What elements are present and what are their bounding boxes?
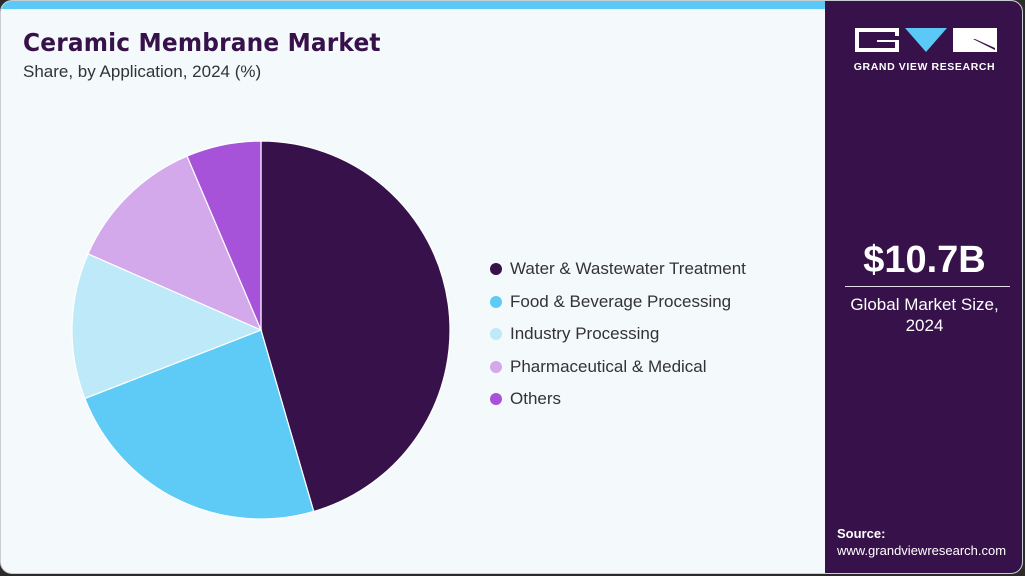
legend-label: Industry Processing bbox=[510, 324, 660, 344]
legend-dot-icon bbox=[490, 360, 502, 373]
legend-label: Others bbox=[510, 389, 562, 409]
pie-chart bbox=[71, 140, 451, 520]
gvr-logo-icon bbox=[855, 28, 997, 52]
legend-label: Water & Wastewater Treatment bbox=[510, 259, 746, 279]
market-size-value: $10.7B bbox=[863, 239, 986, 281]
market-size-label: Global Market Size, 2024 bbox=[825, 294, 1022, 336]
source-link[interactable]: www.grandviewresearch.com bbox=[837, 543, 1007, 558]
legend-label: Pharmaceutical & Medical bbox=[510, 356, 707, 376]
pie-slice bbox=[260, 140, 451, 513]
legend-label: Food & Beverage Processing bbox=[510, 291, 732, 311]
source-title: Source: bbox=[837, 526, 886, 541]
legend-dot-icon bbox=[490, 295, 502, 308]
market-size-label-line2: 2024 bbox=[905, 316, 944, 335]
divider bbox=[845, 286, 1010, 287]
chart-title: Ceramic Membrane Market bbox=[23, 28, 381, 57]
legend-dot-icon bbox=[490, 328, 502, 341]
legend-dot-icon bbox=[490, 393, 502, 406]
brand-name: GRAND VIEW RESEARCH bbox=[853, 61, 996, 73]
pie-slice bbox=[87, 155, 263, 332]
pie-slice bbox=[84, 329, 315, 520]
pie-slice bbox=[186, 140, 262, 331]
market-size-label-line1: Global Market Size, bbox=[850, 295, 999, 314]
chart-subtitle: Share, by Application, 2024 (%) bbox=[23, 62, 262, 81]
legend-item: Food & Beverage Processing bbox=[490, 286, 746, 319]
sidebar-panel: GRAND VIEW RESEARCH $10.7B Global Market… bbox=[825, 1, 1022, 573]
legend-dot-icon bbox=[490, 263, 502, 276]
chart-legend: Water & Wastewater Treatment Food & Beve… bbox=[490, 253, 746, 416]
legend-item: Water & Wastewater Treatment bbox=[490, 253, 746, 286]
legend-item: Pharmaceutical & Medical bbox=[490, 351, 746, 384]
accent-bar bbox=[1, 1, 825, 9]
pie-slice bbox=[71, 253, 263, 400]
legend-item: Industry Processing bbox=[490, 318, 746, 351]
legend-item: Others bbox=[490, 383, 746, 416]
